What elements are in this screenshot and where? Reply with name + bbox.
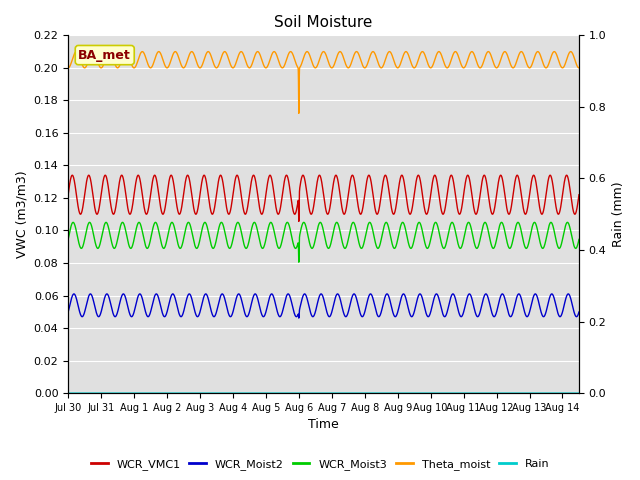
WCR_Moist3 [64, 237, 72, 242]
Theta_moist [64, 65, 72, 71]
Theta_moist [295, 110, 303, 116]
Legend: WCR_VMC1, WCR_Moist2, WCR_Moist3, Theta_moist, Rain: WCR_VMC1, WCR_Moist2, WCR_Moist3, Theta_… [86, 455, 554, 474]
WCR_Moist3 [135, 219, 143, 225]
Theta_moist [123, 49, 131, 55]
Rain [510, 390, 518, 396]
Rain [565, 390, 573, 396]
WCR_Moist2 [282, 294, 290, 300]
Theta_moist [260, 63, 268, 69]
WCR_Moist3 [565, 223, 573, 228]
Y-axis label: Rain (mm): Rain (mm) [612, 181, 625, 247]
WCR_VMC1 [153, 178, 161, 184]
WCR_VMC1 [295, 218, 303, 224]
Line: Theta_moist: Theta_moist [68, 51, 579, 113]
WCR_VMC1 [64, 192, 72, 198]
WCR_VMC1 [464, 172, 472, 178]
WCR_Moist3 [123, 231, 131, 237]
WCR_VMC1 [511, 183, 518, 189]
Rain [260, 390, 268, 396]
Rain [123, 390, 131, 396]
WCR_Moist2 [295, 315, 303, 321]
Theta_moist [287, 48, 294, 54]
WCR_VMC1 [575, 192, 583, 198]
Y-axis label: VWC (m3/m3): VWC (m3/m3) [15, 170, 28, 258]
WCR_Moist2 [565, 292, 573, 298]
WCR_Moist2 [153, 291, 161, 297]
WCR_VMC1 [123, 196, 131, 202]
WCR_VMC1 [565, 181, 573, 187]
Rain [64, 390, 72, 396]
WCR_Moist3 [282, 220, 290, 226]
Rain [153, 390, 161, 396]
WCR_Moist2 [260, 313, 268, 319]
WCR_VMC1 [282, 172, 290, 178]
WCR_Moist2 [511, 304, 518, 310]
Rain [282, 390, 290, 396]
Theta_moist [575, 65, 583, 71]
WCR_Moist2 [123, 298, 131, 304]
Line: WCR_VMC1: WCR_VMC1 [68, 175, 579, 221]
WCR_Moist2 [317, 291, 325, 297]
WCR_Moist3 [575, 237, 583, 242]
Theta_moist [282, 58, 290, 63]
Line: WCR_Moist3: WCR_Moist3 [68, 222, 579, 262]
X-axis label: Time: Time [308, 419, 339, 432]
Rain [575, 390, 583, 396]
WCR_Moist2 [575, 309, 583, 315]
WCR_Moist3 [260, 243, 268, 249]
WCR_Moist3 [295, 259, 303, 265]
Theta_moist [153, 51, 161, 57]
Theta_moist [511, 64, 518, 70]
WCR_Moist2 [64, 309, 72, 315]
WCR_Moist3 [153, 221, 161, 227]
WCR_VMC1 [260, 204, 268, 210]
WCR_Moist3 [511, 231, 518, 237]
Theta_moist [565, 50, 573, 56]
Title: Soil Moisture: Soil Moisture [275, 15, 372, 30]
Line: WCR_Moist2: WCR_Moist2 [68, 294, 579, 318]
Text: BA_met: BA_met [78, 48, 131, 61]
